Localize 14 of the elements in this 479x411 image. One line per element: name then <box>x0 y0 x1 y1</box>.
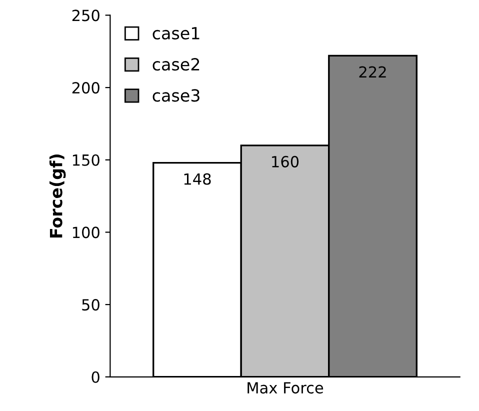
data-label: 148 <box>184 173 211 185</box>
data-label: 222 <box>359 66 386 78</box>
y-axis-title: Force(gf) <box>49 154 66 238</box>
y-tick-label: 200 <box>72 82 100 94</box>
y-tick-label: 150 <box>72 154 100 166</box>
y-tick-label: 0 <box>92 371 100 383</box>
y-tick-label: 50 <box>82 299 100 311</box>
x-tick-label: Max Force <box>248 382 324 394</box>
legend-label: case3 <box>152 89 200 102</box>
legend-label: case2 <box>152 58 200 71</box>
y-tick-label: 100 <box>72 226 100 238</box>
legend-label: case1 <box>152 27 200 40</box>
data-label: 160 <box>272 156 299 168</box>
y-tick-label: 250 <box>72 10 100 22</box>
